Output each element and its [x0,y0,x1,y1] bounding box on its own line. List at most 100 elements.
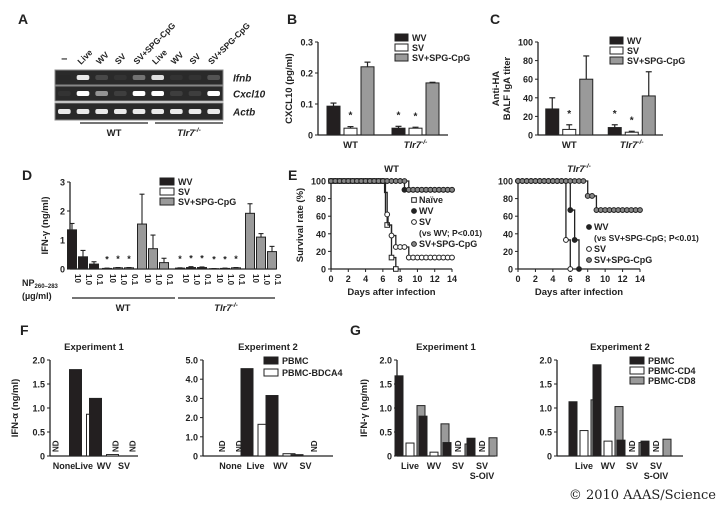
legend-swatch [609,46,624,55]
legend-label: Naïve [419,195,443,205]
strain-name: WT [116,303,131,314]
strain-superscript: -/- [421,139,428,146]
x-category-label: None [53,461,76,471]
chart-title: Experiment 1 [416,342,476,353]
dose-label: 10 [143,274,152,283]
legend-label: PBMC-CD8 [648,376,696,386]
strain-name: Tlr7 [567,164,585,175]
legend-label: SV [594,244,606,254]
legend-label: WV [412,33,427,43]
strain-name: WT [343,140,358,151]
bar [186,267,196,270]
y-axis-title: BALF IgA titer [502,56,513,120]
bar [343,127,358,136]
legend-swatch [609,56,624,65]
bar [592,364,602,457]
y-tick-label: 5.0 [185,356,198,366]
open-circle-marker [449,254,455,261]
gel-band [95,75,108,80]
x-category-label: Live [575,461,593,471]
strain-name: WT [384,164,399,175]
nd-label: ND [52,440,61,452]
x-tick-label: 10 [412,274,422,284]
y-axis-title: Anti-HA [491,71,502,106]
strain-superscript: -/- [232,302,239,309]
significance-star: * [127,254,131,264]
gel-band [188,75,202,80]
panel-label: A [18,11,28,27]
y-tick-label: 1.5 [539,380,552,390]
nd-label: ND [235,440,244,452]
gel-band [114,109,127,114]
y-tick-label: 60 [316,212,326,222]
significance-star: * [223,254,227,264]
bar [137,223,147,270]
strain-name: WT [107,128,122,139]
filled-circle-marker [567,207,574,213]
strain-superscript: -/- [585,163,592,170]
y-tick-label: 20 [316,247,326,257]
dose-label: 10 [181,274,190,283]
bar [466,437,476,457]
significance-star: * [234,254,238,264]
gray-circle-marker [580,178,587,184]
open-circle-marker [411,219,417,225]
panel-label: G [350,322,361,338]
legend-swatch [394,53,409,62]
lane-label: Live [75,47,94,66]
y-tick-label: 40 [523,93,533,103]
y-tick-label: 0 [60,265,65,275]
gel-band [58,91,71,96]
gene-label: Cxcl10 [233,90,266,101]
legend-swatch [159,187,175,196]
dose-label: 10 [251,274,260,283]
x-category-label: S-OIV [470,471,495,481]
legend-label: SV [178,187,190,197]
open-circle-marker [388,232,395,239]
x-axis-title: NP260–283 [22,278,59,290]
gel-band [132,91,146,96]
filled-circle-marker [576,266,582,272]
survival-curve [331,180,452,259]
strain-name: Tlr7 [620,140,638,151]
legend-label: WV [178,177,193,187]
y-tick-label: 0.5 [379,428,392,438]
chart-title: WT [384,164,399,175]
significance-star: * [630,115,634,126]
x-category-label: None [219,461,242,471]
open-circle-marker [586,246,592,252]
significance-star: * [397,110,401,121]
y-tick-label: 0 [193,452,198,462]
y-tick-label: 0 [40,452,45,462]
y-tick-label: 60 [523,75,533,85]
bar [641,95,656,136]
bar [603,440,613,457]
open-square-marker [388,254,395,261]
y-tick-label: 40 [316,229,326,239]
bar [245,212,255,270]
gray-circle-marker [589,193,595,199]
x-axis-title-main: NP [22,278,35,288]
gel-band [58,109,71,114]
bar [562,128,577,136]
y-tick-label: 0.2 [300,69,313,79]
y-tick-label: 80 [316,194,326,204]
bar [408,127,423,136]
group-label: WT [107,128,122,139]
bar [360,66,375,136]
x-category-label: WV [97,461,112,471]
gray-circle-marker [449,186,455,193]
nd-label: ND [310,440,319,452]
legend-label: PBMC-CD4 [648,366,696,376]
gel-band [132,109,146,114]
x-tick-label: 2 [533,274,538,284]
legend-label: SV [419,217,431,227]
x-tick-label: 2 [346,274,351,284]
gel-band [170,109,183,114]
dose-label: 0.1 [203,274,212,286]
x-tick-label: 6 [380,274,385,284]
bar [488,437,498,457]
x-category-label: SV [626,461,638,471]
legend-label: PBMC [648,356,675,366]
filled-circle-marker [411,208,417,214]
